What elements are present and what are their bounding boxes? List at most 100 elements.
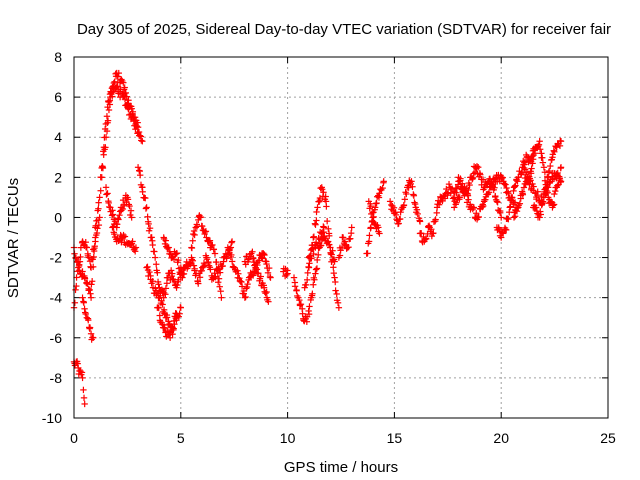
data-point (261, 251, 268, 259)
data-point (106, 101, 114, 108)
data-point (134, 130, 142, 137)
data-point (310, 281, 317, 288)
data-point (535, 141, 543, 148)
data-point (410, 192, 418, 199)
data-point (75, 364, 82, 372)
data-point (367, 224, 375, 231)
data-point (310, 233, 318, 240)
data-point (116, 211, 123, 219)
data-point (329, 247, 336, 254)
data-point (485, 189, 493, 196)
data-point (323, 203, 330, 210)
data-point (534, 191, 542, 199)
data-point (195, 280, 202, 287)
data-point (75, 258, 82, 265)
data-point (396, 215, 404, 223)
data-point (142, 205, 150, 212)
data-point (543, 189, 550, 197)
data-point (244, 280, 251, 288)
y-tick-label: 6 (54, 89, 62, 105)
data-point (457, 175, 464, 182)
data-point (506, 204, 513, 211)
data-point (134, 164, 142, 171)
data-point (175, 256, 182, 264)
y-tick-label: -4 (50, 290, 63, 306)
data-point (493, 198, 501, 205)
data-point (283, 271, 290, 279)
data-point (81, 305, 88, 313)
data-point (458, 180, 466, 187)
data-point (143, 204, 150, 211)
data-point (428, 226, 435, 233)
data-point (205, 258, 212, 266)
data-point (456, 194, 463, 201)
data-point (318, 186, 326, 193)
data-point (337, 247, 344, 254)
data-point (95, 221, 103, 229)
data-point (390, 204, 398, 211)
data-point (215, 279, 222, 286)
data-point (213, 266, 221, 273)
data-point (309, 245, 316, 253)
data-point (166, 334, 174, 341)
data-point (400, 201, 408, 209)
data-point (334, 299, 342, 307)
data-point (188, 256, 196, 263)
data-point (547, 198, 555, 205)
data-point (129, 238, 136, 245)
data-point (77, 253, 84, 261)
data-point (364, 250, 371, 257)
data-point (299, 310, 306, 317)
data-point (80, 386, 87, 394)
data-point (80, 299, 88, 306)
data-point (465, 186, 472, 194)
data-point (115, 216, 122, 223)
data-point (76, 267, 83, 274)
y-tick-label: -6 (50, 330, 63, 346)
x-tick-label: 20 (493, 430, 509, 446)
x-tick-label: 15 (387, 430, 403, 446)
data-point (157, 292, 164, 299)
data-point (167, 267, 175, 274)
data-point (332, 278, 339, 286)
data-point (72, 286, 79, 294)
plot-frame (73, 56, 609, 419)
data-point (202, 228, 210, 235)
data-point (211, 250, 219, 257)
data-point (532, 204, 540, 211)
data-point (498, 214, 505, 221)
x-tick-label: 0 (70, 430, 78, 446)
data-point (162, 285, 170, 292)
data-point (180, 270, 188, 278)
data-point (347, 235, 354, 242)
data-point (554, 171, 561, 179)
data-point (160, 289, 168, 297)
y-tick-label: 8 (54, 49, 62, 65)
data-point (104, 117, 112, 124)
data-point (313, 265, 321, 272)
data-point (154, 269, 161, 276)
data-point (105, 106, 113, 114)
data-point (136, 171, 144, 179)
data-point (81, 275, 89, 282)
data-point (341, 238, 349, 245)
data-point (146, 224, 154, 232)
data-point (545, 167, 553, 175)
data-point (127, 207, 135, 214)
data-point (93, 217, 100, 225)
data-point (80, 394, 88, 402)
data-point (324, 238, 332, 245)
data-point (151, 254, 159, 261)
data-point (71, 299, 79, 306)
data-point (255, 269, 262, 277)
data-point (411, 200, 419, 208)
data-point (216, 283, 223, 290)
data-point (367, 202, 374, 210)
data-point (505, 215, 512, 223)
data-point (163, 280, 171, 287)
data-point (120, 79, 127, 86)
data-point (86, 324, 94, 331)
data-point (95, 199, 102, 206)
data-point (507, 203, 514, 210)
data-point (551, 148, 558, 156)
